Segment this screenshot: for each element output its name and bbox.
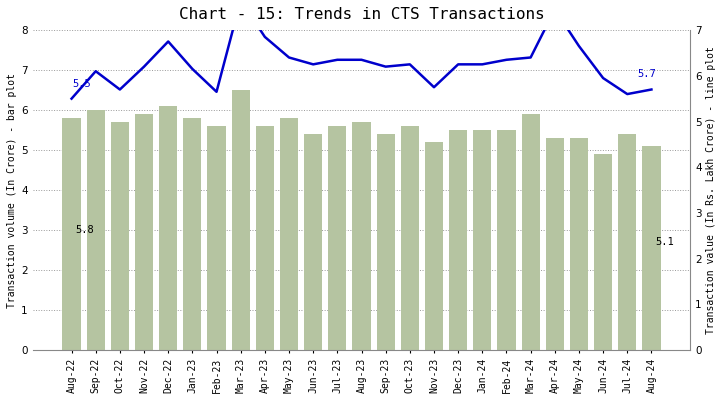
Text: 5.5: 5.5 [73,78,92,88]
Bar [570,138,588,350]
Bar [546,138,564,350]
Bar [449,130,467,350]
Bar [256,126,274,350]
Bar [425,142,443,350]
Bar [497,130,515,350]
Bar [352,122,371,350]
Bar [521,114,539,350]
Bar [184,118,202,350]
Y-axis label: Transaction value (In Rs. Lakh Crore) - line plot: Transaction value (In Rs. Lakh Crore) - … [706,46,716,334]
Bar [642,146,661,350]
Bar [231,90,249,350]
Bar [111,122,129,350]
Y-axis label: Transaction volume (In Crore) - bar plot: Transaction volume (In Crore) - bar plot [7,73,17,308]
Bar [135,114,153,350]
Text: 5.7: 5.7 [637,70,656,80]
Bar [377,134,395,350]
Bar [618,134,636,350]
Text: 5.8: 5.8 [75,225,94,235]
Bar [474,130,492,350]
Bar [328,126,346,350]
Bar [159,106,177,350]
Bar [208,126,226,350]
Bar [304,134,322,350]
Title: Chart - 15: Trends in CTS Transactions: Chart - 15: Trends in CTS Transactions [179,7,544,22]
Text: 5.1: 5.1 [655,237,674,247]
Bar [280,118,298,350]
Bar [62,118,81,350]
Bar [87,110,105,350]
Bar [594,154,612,350]
Bar [401,126,419,350]
